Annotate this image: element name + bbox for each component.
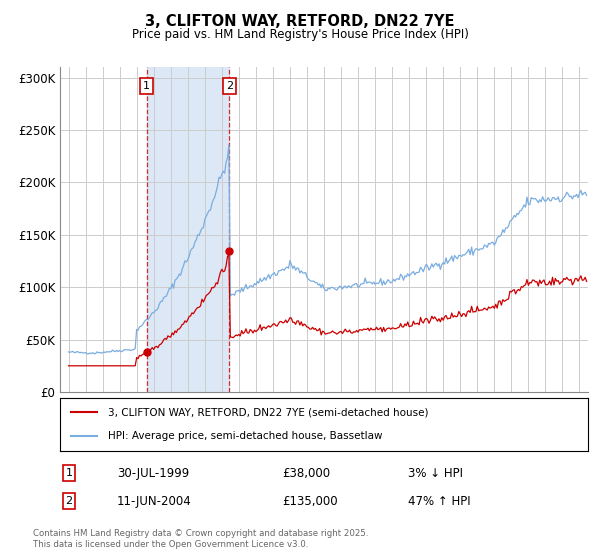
Text: 2: 2 [226, 81, 233, 91]
Text: 1: 1 [143, 81, 150, 91]
Text: 11-JUN-2004: 11-JUN-2004 [117, 494, 192, 508]
Text: 3, CLIFTON WAY, RETFORD, DN22 7YE (semi-detached house): 3, CLIFTON WAY, RETFORD, DN22 7YE (semi-… [107, 408, 428, 418]
Text: 3, CLIFTON WAY, RETFORD, DN22 7YE: 3, CLIFTON WAY, RETFORD, DN22 7YE [145, 14, 455, 29]
Text: HPI: Average price, semi-detached house, Bassetlaw: HPI: Average price, semi-detached house,… [107, 431, 382, 441]
Text: 1: 1 [65, 468, 73, 478]
Text: £38,000: £38,000 [282, 466, 330, 480]
Text: 2: 2 [65, 496, 73, 506]
Text: 3% ↓ HPI: 3% ↓ HPI [408, 466, 463, 480]
Text: 47% ↑ HPI: 47% ↑ HPI [408, 494, 470, 508]
Text: Contains HM Land Registry data © Crown copyright and database right 2025.
This d: Contains HM Land Registry data © Crown c… [33, 529, 368, 549]
Text: Price paid vs. HM Land Registry's House Price Index (HPI): Price paid vs. HM Land Registry's House … [131, 28, 469, 41]
Text: £135,000: £135,000 [282, 494, 338, 508]
Bar [146, 67, 229, 392]
Text: 30-JUL-1999: 30-JUL-1999 [117, 466, 189, 480]
